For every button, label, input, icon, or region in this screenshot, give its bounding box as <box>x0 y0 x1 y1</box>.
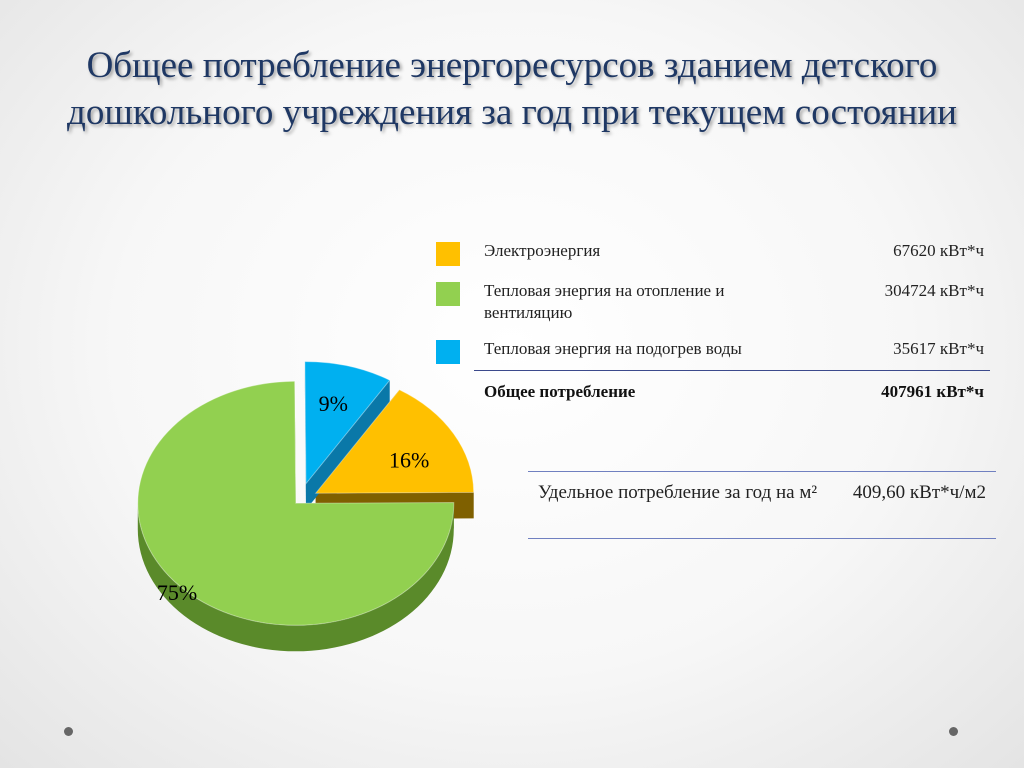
total-label: Общее потребление <box>484 382 636 401</box>
pie-slice-heating <box>137 380 455 626</box>
slide-corner-dot-right <box>949 727 958 736</box>
legend-row-heating: Тепловая энергия на отопление и вентиляц… <box>430 272 990 330</box>
legend-swatch-heating <box>436 282 460 306</box>
legend-label: Тепловая энергия на отопление и вентиляц… <box>484 281 725 322</box>
specific-consumption-label: Удельное потребление за год на м² <box>538 482 818 503</box>
pie-label-heating: 75% <box>157 580 197 605</box>
legend-value: 304724 кВт*ч <box>884 281 984 300</box>
pie-label-electricity: 16% <box>389 447 429 472</box>
legend-label: Электроэнергия <box>484 241 601 260</box>
pie-label-hot-water: 9% <box>319 391 348 416</box>
pie-slice-electricity <box>314 389 475 494</box>
legend-swatch-hot-water <box>436 340 460 364</box>
legend-label: Тепловая энергия на подогрев воды <box>484 339 742 358</box>
legend-total-row: Общее потребление 407961 кВт*ч <box>474 370 990 411</box>
legend-row-electricity: Электроэнергия 67620 кВт*ч <box>430 232 990 272</box>
legend-table: Электроэнергия 67620 кВт*ч Тепловая энер… <box>430 232 990 411</box>
slide-corner-dot-left <box>64 727 73 736</box>
pie-slice-hot-water <box>304 361 391 486</box>
specific-consumption-table: Удельное потребление за год на м² 409,60… <box>528 471 996 539</box>
slide-title: Общее потребление энергоресурсов зданием… <box>67 45 957 133</box>
legend-value: 35617 кВт*ч <box>893 339 984 358</box>
legend-swatch-electricity <box>436 242 460 266</box>
total-value: 407961 кВт*ч <box>881 382 984 401</box>
legend-value: 67620 кВт*ч <box>893 241 984 260</box>
specific-consumption-value: 409,60 кВт*ч/м2 <box>852 482 986 503</box>
pie-slice-side-hot-water <box>304 361 390 510</box>
legend-row-hot-water: Тепловая энергия на подогрев воды 35617 … <box>430 330 990 370</box>
